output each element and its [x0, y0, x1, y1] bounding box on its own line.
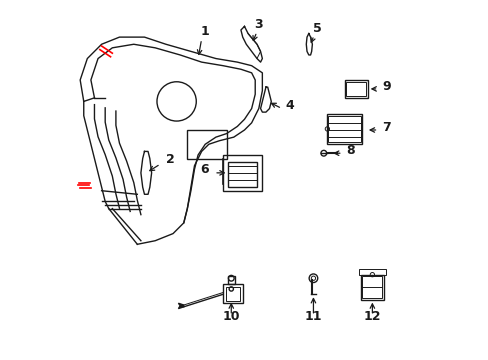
- Text: 7: 7: [381, 121, 390, 134]
- Polygon shape: [178, 303, 183, 309]
- Text: 6: 6: [200, 163, 208, 176]
- Text: 1: 1: [201, 25, 209, 38]
- Bar: [225, 287, 240, 301]
- Text: 8: 8: [346, 144, 354, 157]
- Bar: [223, 155, 262, 191]
- Bar: [228, 162, 257, 187]
- Bar: [227, 276, 234, 284]
- Bar: [362, 276, 381, 298]
- Bar: [346, 82, 365, 96]
- Text: 3: 3: [254, 18, 263, 31]
- Text: 10: 10: [222, 310, 240, 323]
- Bar: [328, 116, 360, 143]
- Text: 2: 2: [165, 153, 174, 166]
- Bar: [358, 269, 385, 275]
- Bar: [187, 130, 226, 158]
- Text: 9: 9: [381, 80, 390, 93]
- Bar: [326, 114, 362, 144]
- Bar: [223, 284, 242, 303]
- Bar: [360, 275, 383, 300]
- Text: 4: 4: [285, 99, 294, 112]
- Text: 11: 11: [304, 310, 322, 323]
- Text: 5: 5: [312, 22, 321, 35]
- Text: 12: 12: [363, 310, 380, 323]
- Bar: [344, 80, 367, 98]
